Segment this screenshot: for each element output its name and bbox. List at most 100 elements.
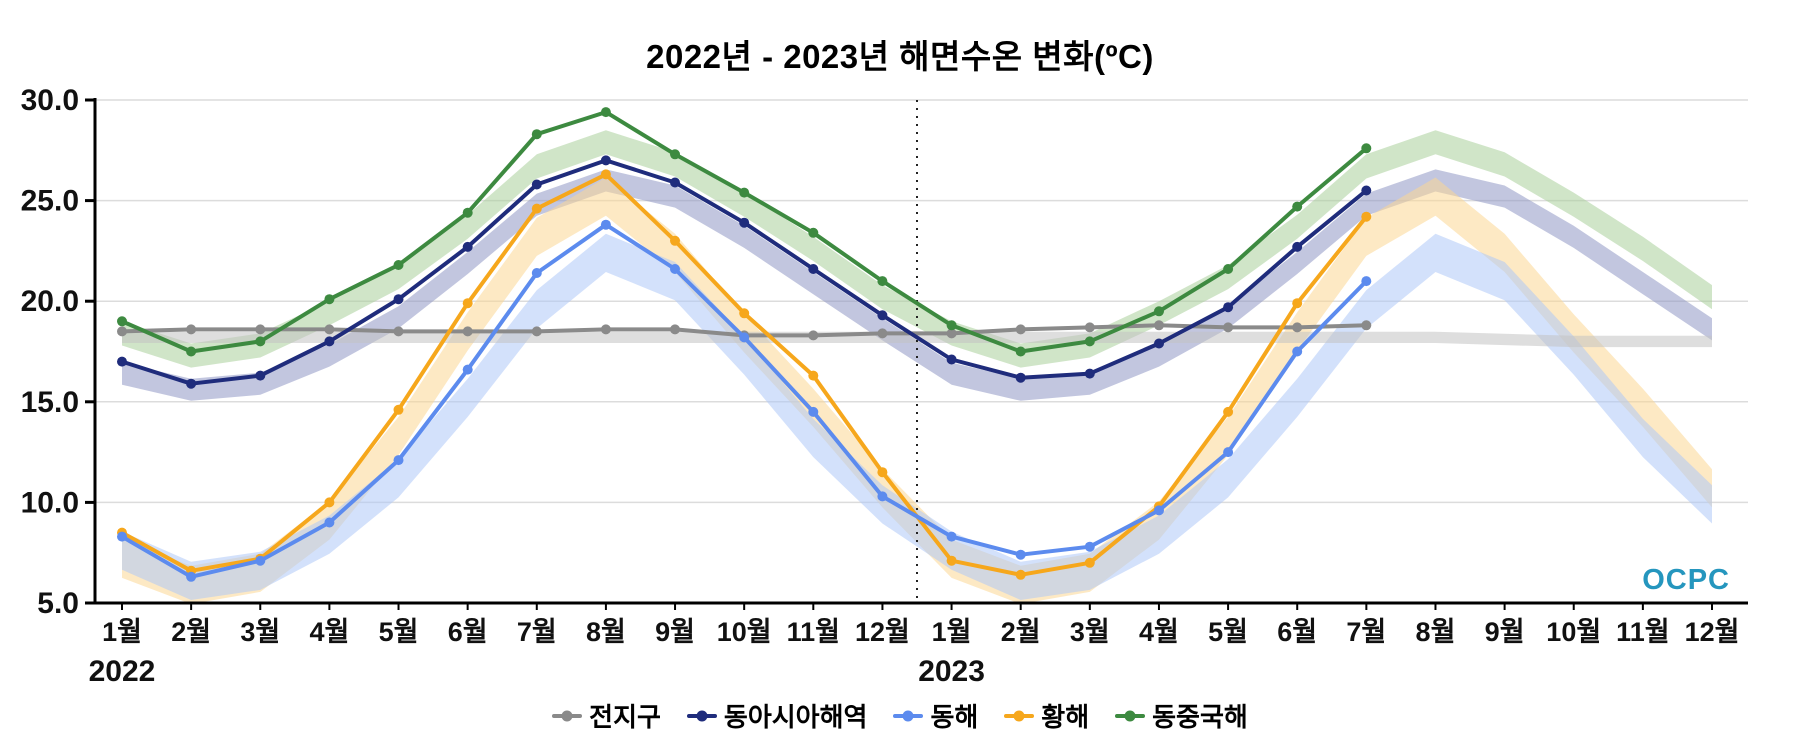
x-tick-label: 6월 [1277, 617, 1317, 647]
x-tick-label: 6월 [448, 617, 488, 647]
marker-east-china-sea [186, 346, 197, 357]
marker-east-asia [186, 378, 197, 389]
year-label: 2023 [918, 655, 985, 688]
y-tick-label: 20.0 [21, 285, 79, 318]
marker-east-china-sea [1292, 201, 1303, 212]
marker-yellow-sea [739, 308, 750, 319]
legend-marker-icon [1115, 710, 1146, 721]
y-tick-label: 15.0 [21, 386, 79, 419]
marker-east-asia [1292, 241, 1303, 252]
legend-item-yellow-sea[interactable]: 황해 [1004, 697, 1089, 734]
marker-east-sea [117, 531, 127, 542]
x-tick-label: 11월 [787, 617, 840, 647]
marker-east-china-sea [600, 107, 611, 118]
x-tick-label: 12월 [855, 617, 910, 647]
chart-title: 2022년 - 2023년 해면수온 변화(ºC) [646, 38, 1154, 75]
marker-east-sea [255, 555, 266, 566]
legend-item-global[interactable]: 전지구 [552, 697, 661, 734]
marker-east-asia [1015, 372, 1026, 383]
x-tick-label: 2월 [171, 617, 211, 647]
marker-east-sea [1154, 505, 1164, 516]
legend-marker-icon [552, 710, 583, 721]
marker-east-sea [670, 264, 680, 274]
marker-global [877, 328, 888, 339]
y-tick-label: 25.0 [21, 185, 79, 218]
marker-east-asia [324, 336, 335, 347]
x-tick-label: 8월 [586, 617, 626, 647]
marker-east-asia [255, 370, 266, 381]
marker-yellow-sea [808, 370, 819, 381]
y-tick-label: 5.0 [37, 587, 79, 620]
marker-east-china-sea [1015, 346, 1026, 357]
x-tick-label: 3월 [240, 617, 280, 647]
marker-east-asia [462, 241, 473, 252]
legend-label: 황해 [1041, 702, 1090, 732]
marker-yellow-sea [1223, 406, 1234, 417]
x-tick-label: 9월 [655, 617, 695, 647]
legend-item-east-asia[interactable]: 동아시아해역 [686, 697, 868, 734]
x-tick-label: 3월 [1070, 617, 1110, 647]
x-tick-label: 10월 [1546, 617, 1601, 647]
marker-east-china-sea [393, 260, 404, 270]
x-tick-label: 11월 [1616, 617, 1669, 647]
legend-label: 전지구 [589, 702, 661, 732]
marker-global [531, 326, 542, 337]
marker-east-sea [393, 455, 404, 466]
x-tick-label: 5월 [379, 617, 419, 647]
marker-yellow-sea [462, 298, 473, 309]
band-east-china-sea [122, 130, 1712, 368]
x-tick-label: 10월 [717, 617, 772, 647]
x-tick-label: 7월 [1346, 617, 1386, 647]
marker-east-china-sea [1154, 306, 1164, 317]
marker-yellow-sea [670, 235, 680, 246]
legend-item-east-china-sea[interactable]: 동중국해 [1115, 697, 1248, 734]
legend-dot-icon [1124, 710, 1136, 721]
marker-east-asia [670, 177, 680, 188]
marker-east-sea [1361, 276, 1372, 287]
chart-legend: 전지구 동아시아해역 동해 황해 동중국해 [0, 697, 1800, 734]
x-tick-label: 1월 [932, 617, 972, 647]
marker-east-sea [324, 517, 335, 528]
legend-marker-icon [1004, 710, 1035, 721]
legend-label: 동해 [930, 702, 979, 732]
marker-yellow-sea [1292, 298, 1303, 309]
marker-east-china-sea [1084, 336, 1095, 347]
legend-label: 동아시아해역 [723, 702, 868, 732]
band-east-asia [122, 169, 1712, 401]
marker-east-sea [462, 364, 473, 375]
marker-east-sea [808, 406, 819, 417]
ocpc-logo: OCPC [1642, 564, 1730, 596]
band-east-sea [122, 233, 1712, 601]
marker-east-asia [393, 294, 404, 305]
marker-east-china-sea [324, 294, 335, 305]
legend-marker-icon [686, 710, 717, 721]
marker-east-sea [1292, 346, 1303, 357]
marker-yellow-sea [393, 404, 404, 415]
marker-east-china-sea [739, 187, 750, 198]
marker-global [1154, 320, 1164, 331]
x-tick-label: 2월 [1001, 617, 1041, 647]
marker-global [324, 324, 335, 335]
marker-east-china-sea [1223, 264, 1234, 274]
marker-east-china-sea [946, 320, 957, 331]
marker-global [393, 326, 404, 337]
marker-east-asia [531, 179, 542, 190]
marker-east-asia [739, 217, 750, 228]
marker-global [1223, 322, 1234, 333]
legend-label: 동중국해 [1152, 702, 1248, 732]
legend-item-east-sea[interactable]: 동해 [893, 697, 978, 734]
marker-east-china-sea [462, 207, 473, 218]
x-tick-label: 9월 [1485, 617, 1525, 647]
marker-east-asia [877, 310, 888, 321]
marker-east-china-sea [117, 316, 127, 327]
marker-yellow-sea [1084, 557, 1095, 568]
marker-east-asia [1084, 368, 1095, 379]
marker-east-sea [739, 332, 750, 343]
marker-east-sea [1084, 541, 1095, 552]
marker-east-sea [186, 571, 197, 582]
marker-east-asia [1223, 302, 1234, 313]
marker-east-sea [946, 531, 957, 542]
marker-east-china-sea [670, 149, 680, 160]
